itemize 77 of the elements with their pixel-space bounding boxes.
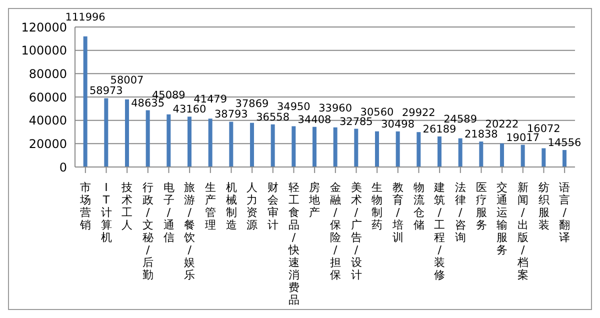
bar — [479, 142, 484, 167]
bar — [250, 122, 254, 167]
data-label: 21838 — [464, 128, 498, 141]
data-label: 29922 — [402, 107, 436, 120]
bar — [208, 118, 212, 167]
data-label: 26189 — [422, 123, 456, 136]
data-label: 34950 — [276, 101, 310, 114]
x-tick-label: 美术/广告/设计 — [350, 181, 362, 282]
data-label: 48635 — [131, 97, 165, 110]
x-tick-label: 纺织服装 — [538, 181, 550, 232]
bar — [562, 150, 566, 167]
x-tick-label: 机械制造 — [226, 181, 237, 232]
bar — [500, 143, 504, 167]
data-label: 34408 — [298, 114, 332, 126]
bar — [270, 124, 275, 167]
data-label: 30560 — [360, 106, 394, 118]
data-label: 30498 — [381, 118, 415, 130]
x-tick-label: 教育/培训 — [391, 181, 404, 244]
x-tick-label: 交通运输服务 — [496, 181, 508, 256]
x-tick-label: 新闻/出版/档案 — [516, 181, 528, 282]
x-tick-label: 财会审计 — [267, 181, 278, 232]
x-tick-label: 人力资源 — [246, 181, 258, 232]
x-tick-label: 法律/咨询 — [454, 181, 466, 244]
data-label: 58007 — [110, 74, 144, 86]
bar — [416, 132, 421, 167]
data-label: 111996 — [65, 11, 106, 24]
y-tick-label: 0 — [59, 160, 67, 174]
bar — [83, 36, 88, 167]
x-tick-label: 技术工人 — [120, 181, 133, 232]
y-tick-label: 120000 — [21, 20, 67, 34]
data-label: 36558 — [256, 111, 290, 124]
data-label: 41479 — [194, 94, 228, 106]
bar — [229, 122, 234, 167]
bar — [458, 138, 462, 167]
y-tick-label: 40000 — [28, 114, 67, 128]
bar — [166, 114, 171, 167]
bar — [188, 116, 192, 167]
bar — [520, 144, 525, 167]
bar — [333, 127, 338, 167]
bar — [146, 110, 150, 167]
x-tick-label: 语言/翻译 — [559, 181, 570, 244]
x-tick-label: 金融/保险/担保 — [330, 181, 341, 282]
x-tick-label: 医疗服务 — [476, 181, 487, 232]
y-tick-label: 80000 — [28, 66, 67, 81]
data-label: 19017 — [506, 132, 540, 144]
y-tick-label: 20000 — [28, 136, 67, 151]
category-label: 轻工食品/快速消费品 — [288, 181, 300, 306]
data-label: 14556 — [548, 137, 582, 150]
data-label: 33960 — [318, 102, 352, 114]
x-tick-label: 旅游/餐饮/娱乐 — [183, 181, 196, 282]
data-label: 37869 — [235, 98, 269, 110]
bar — [542, 148, 546, 167]
x-tick-label: 物流仓储 — [413, 181, 424, 232]
bar — [354, 128, 358, 167]
bar — [396, 131, 400, 167]
x-tick-label: 房地产 — [308, 181, 320, 219]
bar — [104, 98, 108, 167]
bar — [292, 126, 296, 167]
x-tick-label: IT计算机 — [100, 181, 112, 244]
x-tick-label: 行政/文秘/后勤 — [142, 181, 154, 282]
y-tick-label: 60000 — [28, 90, 67, 104]
data-label: 20222 — [485, 118, 519, 130]
data-label: 38793 — [214, 108, 248, 121]
data-label: 32785 — [339, 116, 373, 128]
bar — [375, 131, 379, 167]
x-tick-label: 电子/通信 — [163, 181, 174, 244]
data-label: 24589 — [444, 113, 478, 126]
x-tick-label: 建筑/工程/装修 — [433, 181, 446, 282]
bar — [312, 126, 316, 167]
y-tick-label: 100000 — [21, 44, 67, 58]
x-tick-label: 生产管理 — [204, 181, 216, 232]
data-label: 58973 — [89, 85, 123, 98]
bar — [125, 99, 129, 167]
data-label: 43160 — [172, 104, 206, 116]
x-tick-label: 市场营销 — [78, 181, 91, 232]
x-tick-label: 生物制药 — [372, 181, 383, 232]
bar — [438, 136, 442, 167]
